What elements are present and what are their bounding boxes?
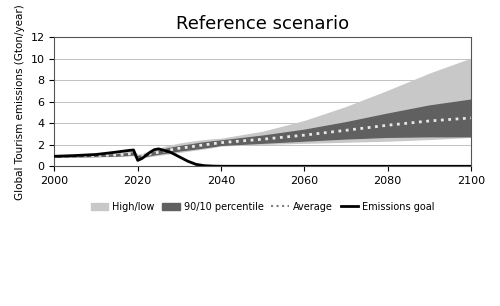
Title: Reference scenario: Reference scenario bbox=[176, 15, 349, 33]
Y-axis label: Global Tourism emissions (Gton/year): Global Tourism emissions (Gton/year) bbox=[15, 4, 25, 200]
Legend: High/low, 90/10 percentile, Average, Emissions goal: High/low, 90/10 percentile, Average, Emi… bbox=[87, 198, 439, 216]
